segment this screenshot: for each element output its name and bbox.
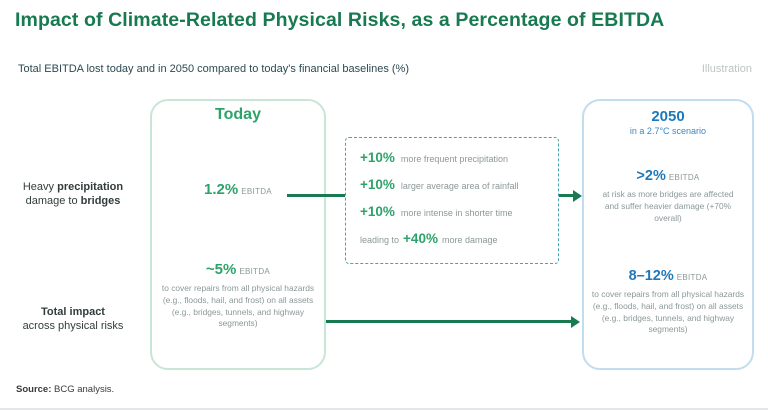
- driver-label: larger average area of rainfall: [400, 181, 519, 191]
- label-text: Heavy: [22, 181, 58, 193]
- row-label-precipitation: Heavy precipitation damage to bridges: [2, 181, 144, 208]
- driver-value: +10%: [360, 150, 395, 165]
- row-label-line: Total impact: [2, 306, 144, 320]
- metric-value-line: 8–12% EBITDA: [584, 267, 752, 285]
- future-total-value: 8–12%: [628, 268, 674, 284]
- summary-prefix: leading to: [360, 235, 400, 245]
- driver-row: +10% more intense in shorter time: [360, 203, 558, 221]
- ebitda-unit: EBITDA: [241, 187, 272, 196]
- future-2050-box: 2050 in a 2.7°C scenario >2% EBITDA at ri…: [582, 99, 754, 370]
- driver-label: more frequent precipitation: [400, 154, 508, 164]
- metric-value-line: ~5% EBITDA: [152, 261, 324, 279]
- today-box-title: Today: [215, 106, 261, 123]
- summary-suffix: more damage: [441, 235, 498, 245]
- row-label-line: Heavy precipitation: [2, 181, 144, 195]
- exhibit-subtitle: Total EBITDA lost today and in 2050 comp…: [18, 63, 409, 75]
- arrow-today-to-2050: [326, 320, 571, 323]
- row-label-total-impact: Total impact across physical risks: [2, 306, 144, 333]
- drivers-box: +10% more frequent precipitation +10% larg…: [345, 137, 559, 264]
- future-bridge-value: >2%: [636, 168, 666, 184]
- today-total-desc: to cover repairs from all physical hazar…: [161, 283, 315, 329]
- illustration-tag: Illustration: [701, 63, 752, 75]
- drivers-summary: leading to +40% more damage: [360, 230, 558, 248]
- row-label-line: damage to bridges: [2, 195, 144, 209]
- source-text: BCG analysis.: [51, 384, 115, 395]
- today-bridge-metric: 1.2% EBITDA: [152, 181, 324, 199]
- label-text-bold: Total impact: [41, 306, 105, 318]
- row-label-line: across physical risks: [2, 320, 144, 334]
- arrow-drivers-to-2050: [559, 194, 573, 197]
- label-text: damage to: [25, 194, 81, 207]
- future-total-desc: to cover repairs from all physical hazar…: [591, 289, 745, 335]
- future-bridge-desc: at risk as more bridges are affected and…: [602, 189, 734, 223]
- summary-value: +40%: [403, 231, 438, 246]
- today-bridge-value: 1.2%: [204, 181, 239, 198]
- arrowhead-right-icon: [571, 315, 580, 328]
- driver-value: +10%: [360, 177, 395, 192]
- arrowhead-right-icon: [573, 189, 582, 202]
- ebitda-unit: EBITDA: [676, 273, 708, 282]
- driver-value: +10%: [360, 204, 395, 219]
- driver-row: +10% larger average area of rainfall: [360, 176, 558, 194]
- source-note: Source: BCG analysis.: [16, 384, 114, 395]
- today-total-metric: ~5% EBITDA to cover repairs from all phys…: [152, 261, 324, 330]
- page-title: Impact of Climate-Related Physical Risks…: [15, 9, 665, 31]
- today-total-value: ~5%: [205, 261, 237, 278]
- label-text-bold: precipitation: [57, 181, 124, 193]
- source-label: Source:: [16, 384, 52, 395]
- arrow-today-to-drivers: [287, 194, 345, 197]
- label-text-bold: bridges: [80, 194, 121, 207]
- label-text: across physical risks: [22, 319, 124, 332]
- future-box-title: 2050: [651, 108, 685, 125]
- driver-label: more intense in shorter time: [400, 208, 513, 218]
- future-box-scenario: in a 2.7°C scenario: [629, 126, 707, 136]
- driver-row: +10% more frequent precipitation: [360, 149, 558, 167]
- ebitda-unit: EBITDA: [239, 267, 271, 276]
- today-box: Today 1.2% EBITDA ~5% EBITDA to cover repa…: [150, 99, 326, 370]
- metric-value-line: >2% EBITDA: [584, 167, 752, 185]
- future-total-metric: 8–12% EBITDA to cover repairs from all ph…: [584, 267, 752, 336]
- ebitda-unit: EBITDA: [668, 173, 700, 182]
- future-bridge-metric: >2% EBITDA at risk as more bridges are af…: [584, 167, 752, 224]
